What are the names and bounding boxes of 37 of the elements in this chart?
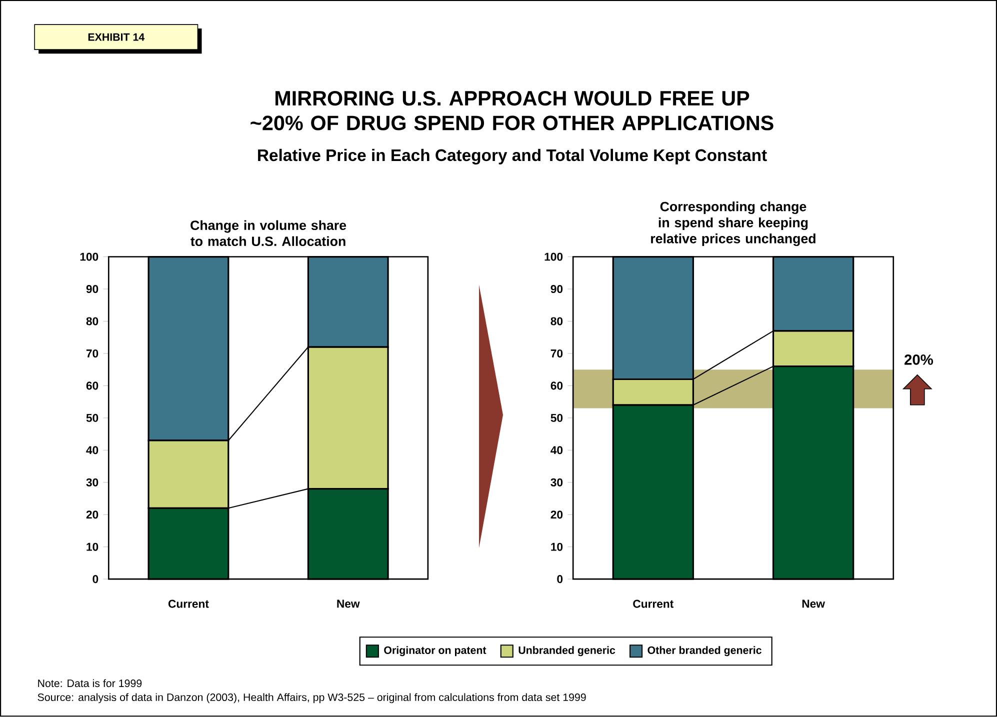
y-tick-label: 30 [86, 478, 98, 487]
y-tick-label: 90 [86, 285, 98, 294]
y-tick-label: 10 [551, 542, 563, 551]
y-tick-label: 50 [550, 414, 563, 422]
y-tick-label: 40 [550, 446, 563, 454]
x-tick-label: Current [633, 600, 674, 608]
y-tick-label: 100 [544, 252, 563, 261]
y-tick-label: 40 [86, 446, 98, 454]
y-tick-label: 80 [86, 317, 98, 326]
y-tick-label: 20 [86, 510, 98, 519]
x-tick-label: New [337, 600, 360, 608]
chart-title: Change in volume share to match U.S. Allocation [190, 220, 346, 246]
text: Note: Data is for 1999 [38, 679, 142, 688]
y-tick-label: 0 [92, 575, 98, 584]
y-tick-label: 90 [550, 285, 563, 294]
band-label: 20% [904, 354, 934, 365]
y-tick-label: 50 [86, 414, 98, 422]
x-tick-label: Current [168, 600, 209, 608]
y-tick-label: 100 [80, 252, 98, 261]
legend-label: Unbranded generic [518, 646, 616, 656]
y-tick-label: 70 [550, 350, 563, 358]
legend-label: Originator on patent [384, 646, 486, 656]
y-tick-label: 20 [550, 510, 563, 519]
y-tick-label: 10 [86, 542, 98, 551]
y-tick-label: 0 [557, 575, 563, 584]
text: Relative Price in Each Category and Total Volume Kept Constant [258, 148, 767, 165]
text: MIRRORING U.S. APPROACH WOULD FREE UP ~20% OF DRUG SPEND FOR OTHER APPLICATIONS [250, 91, 774, 130]
source-note: Source: analysis of data in Danzon (2003), Health Affairs, pp W3-525 – original from calculations from data set 1999 [38, 693, 586, 704]
y-tick-label: 60 [550, 382, 563, 390]
y-tick-label: 60 [86, 382, 98, 390]
x-tick-label: New [802, 600, 825, 608]
y-tick-label: 70 [86, 350, 98, 358]
chart-title: Corresponding change in spend share keeping relative prices unchanged [651, 202, 816, 246]
legend-label: Other branded generic [648, 646, 762, 656]
y-tick-label: 30 [550, 478, 563, 487]
y-tick-label: 80 [550, 317, 563, 326]
text: EXHIBIT 14 [88, 34, 145, 41]
